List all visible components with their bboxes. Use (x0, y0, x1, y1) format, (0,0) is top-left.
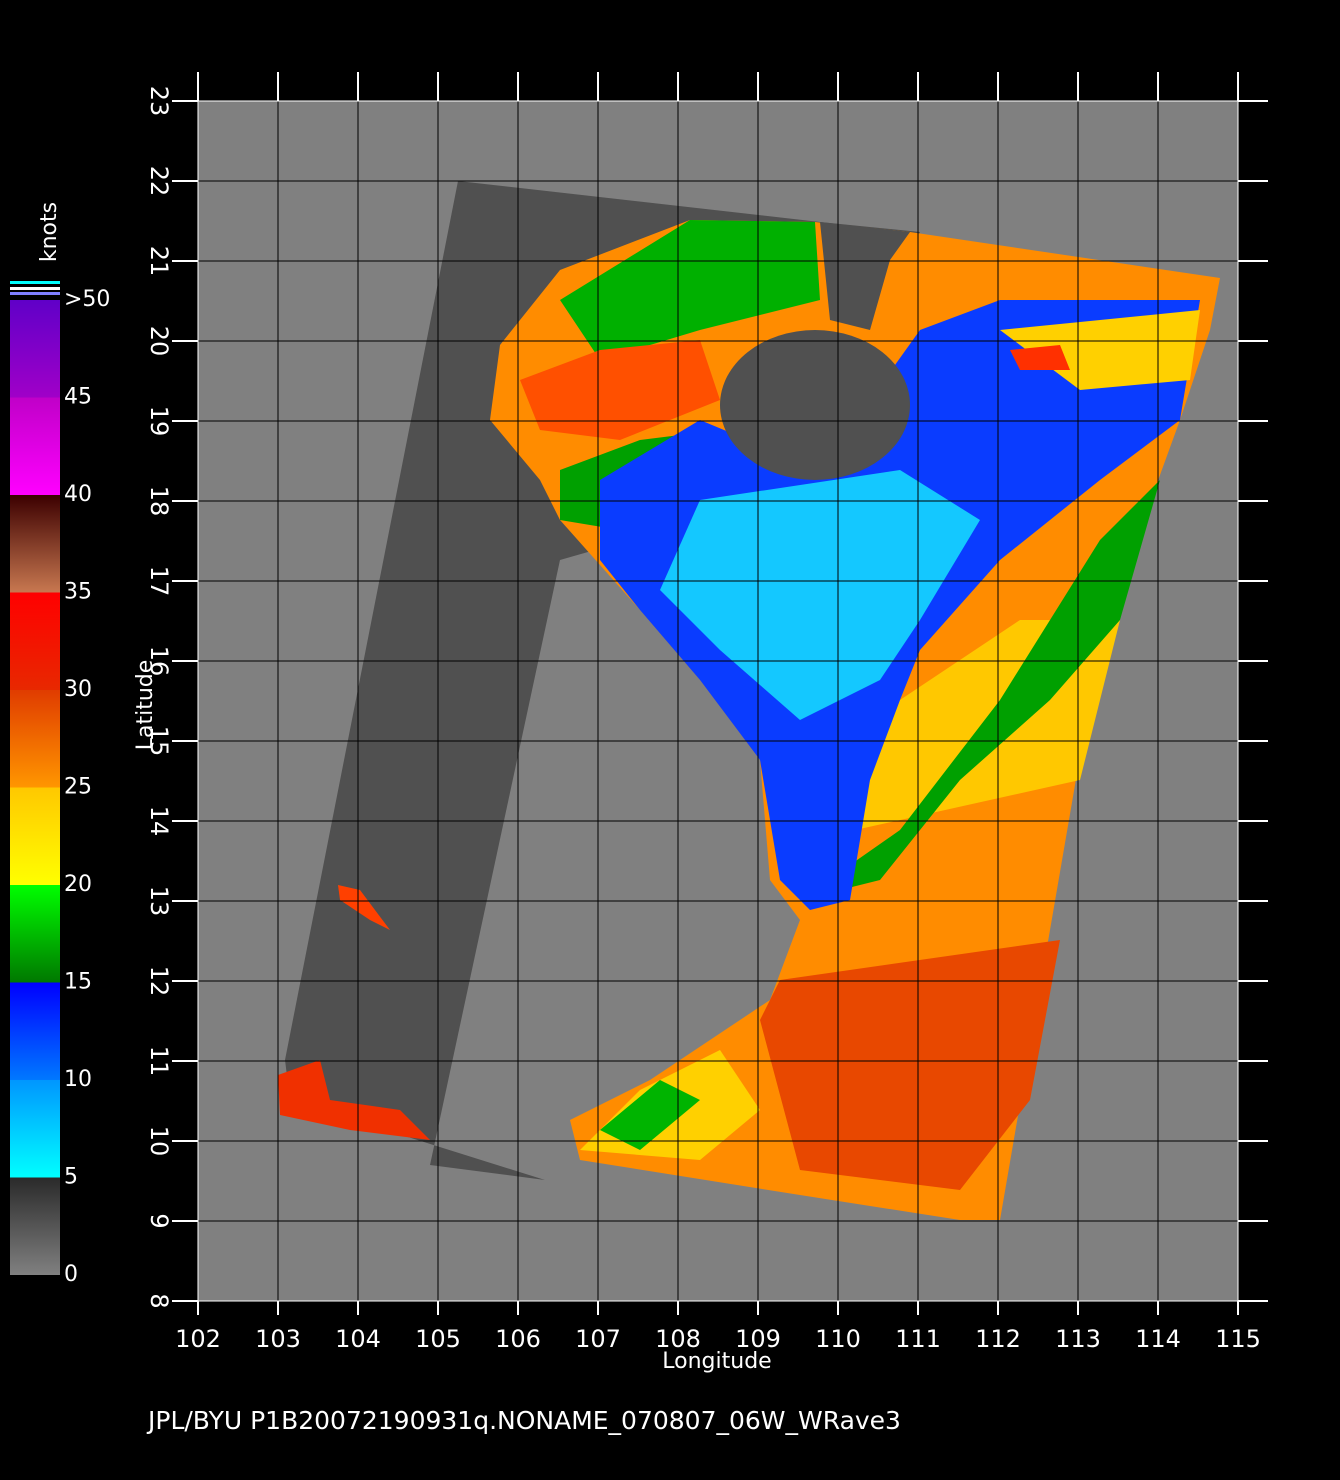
wind-region (600, 1080, 700, 1150)
y-axis-label: Latitude (133, 660, 158, 751)
island-wind (278, 1060, 430, 1140)
peninsula-land (820, 222, 910, 330)
map-image (198, 101, 1238, 1301)
colorbar-tick-label: 5 (64, 1165, 78, 1190)
y-tick-label: 20 (145, 326, 173, 357)
colorbar-segment (10, 982, 60, 1080)
y-tick-label: 23 (145, 86, 173, 117)
island-land (720, 330, 910, 480)
colorbar-segment (10, 787, 60, 885)
colorbar-tick-label: 40 (64, 482, 92, 507)
colorbar-segment (10, 300, 60, 398)
colorbar: 0 5 10 15 20 25 30 35 40 45 >50 (10, 281, 110, 1287)
x-tick-label: 111 (895, 1325, 941, 1353)
colorbar-segment (10, 397, 60, 495)
footer: JPL/BYU P1B20072190931q.NONAME_070807_06… (146, 1406, 901, 1435)
y-tick-label: 17 (145, 566, 173, 597)
wind-region (520, 340, 720, 440)
colorbar-segment (10, 1080, 60, 1178)
y-tick-label: 11 (145, 1046, 173, 1077)
y-tick-label: 18 (145, 486, 173, 517)
x-tick-label: 106 (495, 1325, 541, 1353)
colorbar-tick-label: 10 (64, 1067, 92, 1092)
colorbar-segment (10, 1177, 60, 1275)
colorbar-tick-label: 20 (64, 872, 92, 897)
wind-region (800, 480, 1160, 900)
x-tick-label: 114 (1135, 1325, 1181, 1353)
colorbar-segment (10, 592, 60, 690)
colorbar-segment (10, 495, 60, 593)
colorbar-tick-label: 15 (64, 970, 92, 995)
y-tick-label: 8 (145, 1293, 173, 1308)
colorbar-tick-label: 25 (64, 775, 92, 800)
colorbar-tick-label: 45 (64, 385, 92, 410)
colorbar-title: knots (37, 202, 62, 262)
y-tick-label: 16 (145, 646, 173, 677)
y-tick-label: 19 (145, 406, 173, 437)
y-tick-label: 15 (145, 726, 173, 757)
x-tick-label: 109 (735, 1325, 781, 1353)
colorbar-tick-label: 30 (64, 677, 92, 702)
x-tick-label: 104 (335, 1325, 381, 1353)
x-axis-label: Longitude (662, 1349, 771, 1374)
x-tick-label: 107 (575, 1325, 621, 1353)
y-tick-label: 9 (145, 1213, 173, 1228)
plot-frame (197, 100, 1239, 1302)
wind-region (1000, 310, 1200, 390)
colorbar-tick-label: 0 (64, 1262, 78, 1287)
colorbar-tick-label: >50 (64, 287, 110, 312)
colorbar-tick-label: 35 (64, 580, 92, 605)
colorbar-segment (10, 885, 60, 983)
colorbar-cap (10, 287, 60, 290)
colorbar-cap (10, 281, 60, 284)
y-tick-label: 12 (145, 966, 173, 997)
island-wind (338, 885, 390, 930)
x-tick-label: 113 (1055, 1325, 1101, 1353)
x-tick-label: 108 (655, 1325, 701, 1353)
y-tick-label: 21 (145, 246, 173, 277)
x-tick-label: 102 (175, 1325, 221, 1353)
wind-region (1010, 345, 1070, 370)
colorbar-segment (10, 690, 60, 788)
wind-region (560, 220, 820, 360)
wind-region (660, 470, 980, 720)
y-tick-label: 10 (145, 1126, 173, 1157)
y-tick-label: 14 (145, 806, 173, 837)
axes: 102 103 104 105 106 107 108 109 110 111 112 113 114 1… (145, 72, 1268, 1353)
wind-region (760, 940, 1060, 1190)
x-tick-label: 115 (1215, 1325, 1261, 1353)
y-tick-label: 13 (145, 886, 173, 917)
x-tick-label: 105 (415, 1325, 461, 1353)
x-tick-label: 103 (255, 1325, 301, 1353)
x-tick-label: 110 (815, 1325, 861, 1353)
colorbar-cap (10, 292, 60, 295)
x-tick-label: 112 (975, 1325, 1021, 1353)
y-tick-label: 22 (145, 166, 173, 197)
